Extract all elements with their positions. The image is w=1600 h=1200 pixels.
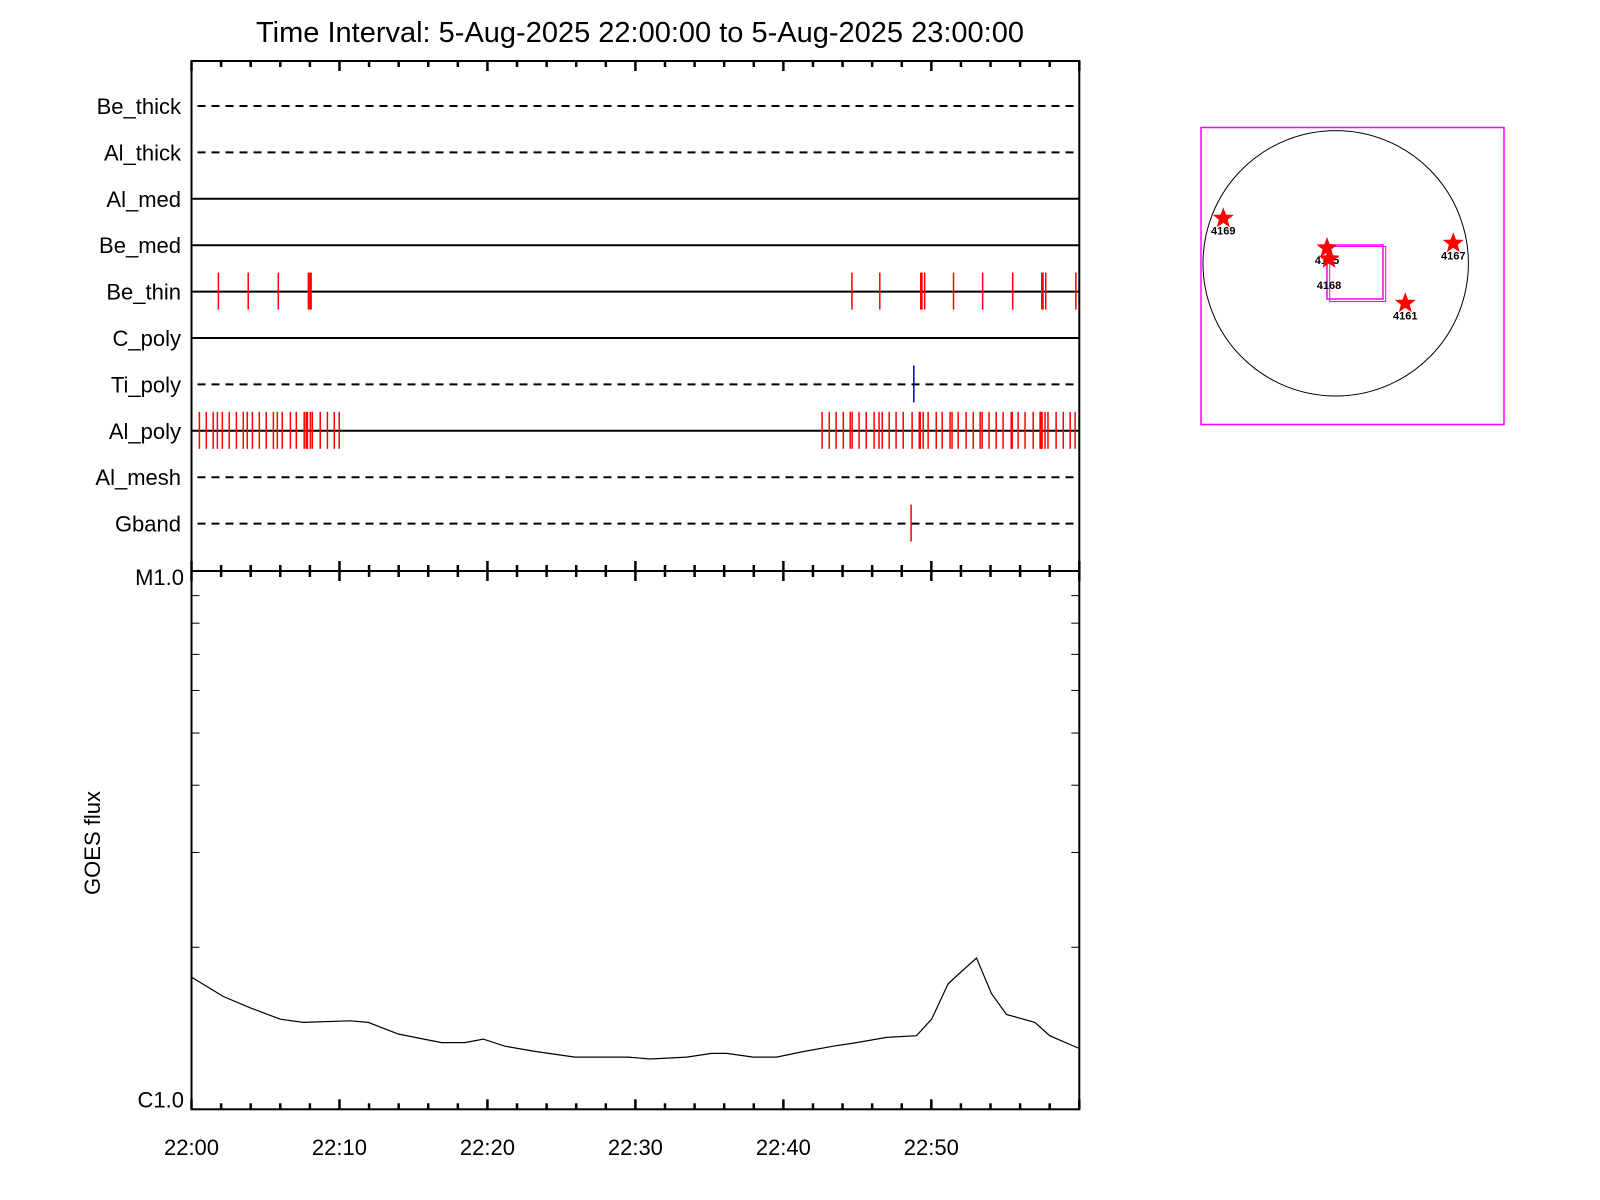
active-region-label: 4167 (1441, 250, 1465, 262)
row-label-be_med: Be_med (99, 233, 181, 258)
row-label-al_mesh: Al_mesh (95, 465, 181, 490)
active-region-star-icon (1442, 232, 1464, 253)
goes-y-axis-label: GOES flux (80, 791, 105, 895)
field-of-view-box (1200, 126, 1505, 426)
pointing-box (1326, 244, 1384, 300)
row-label-al_med: Al_med (106, 187, 181, 212)
y-tick-label: M1.0 (135, 565, 184, 590)
row-label-gband: Gband (115, 512, 181, 537)
sun-map: 41694165416841674161 (1200, 126, 1505, 426)
active-region-star-icon (1316, 237, 1338, 257)
solar-disk (1202, 130, 1469, 397)
goes-flux-line (191, 956, 1079, 1060)
row-label-al_thick: Al_thick (104, 140, 182, 165)
x-tick-label: 22:30 (608, 1135, 663, 1160)
row-label-c_poly: C_poly (113, 326, 181, 351)
x-tick-label: 22:20 (460, 1135, 515, 1160)
timeline-panel: Be_thick Al_thick Al_med Be_med Be_thin C_pol… (95, 60, 1081, 581)
row-label-al_poly: Al_poly (109, 419, 181, 444)
pointing-box (1329, 246, 1387, 302)
x-tick-label: 22:50 (904, 1135, 959, 1160)
goes-frame (190, 570, 1081, 1111)
active-region-star-icon (1318, 248, 1340, 268)
row-label-be_thin: Be_thin (106, 280, 181, 305)
active-region-label: 4169 (1211, 225, 1235, 237)
row-label-be_thick: Be_thick (97, 94, 182, 119)
active-region-star-icon (1394, 292, 1416, 313)
y-tick-label: C1.0 (138, 1087, 184, 1112)
chart-title: Time Interval: 5-Aug-2025 22:00:00 to 5-… (256, 17, 1024, 49)
row-label-ti_poly: Ti_poly (111, 372, 181, 397)
timeline-frame (190, 60, 1081, 572)
x-tick-label: 22:40 (756, 1135, 811, 1160)
goes-panel: M1.0 C1.0 22:00 22:10 22:20 22:30 22:40 22:50 (135, 565, 1081, 1160)
x-tick-label: 22:10 (312, 1135, 367, 1160)
active-region-label: 4168 (1317, 280, 1341, 292)
active-region-star-icon (1212, 207, 1234, 228)
x-tick-label: 22:00 (164, 1135, 219, 1160)
active-region-label: 4161 (1393, 310, 1417, 322)
